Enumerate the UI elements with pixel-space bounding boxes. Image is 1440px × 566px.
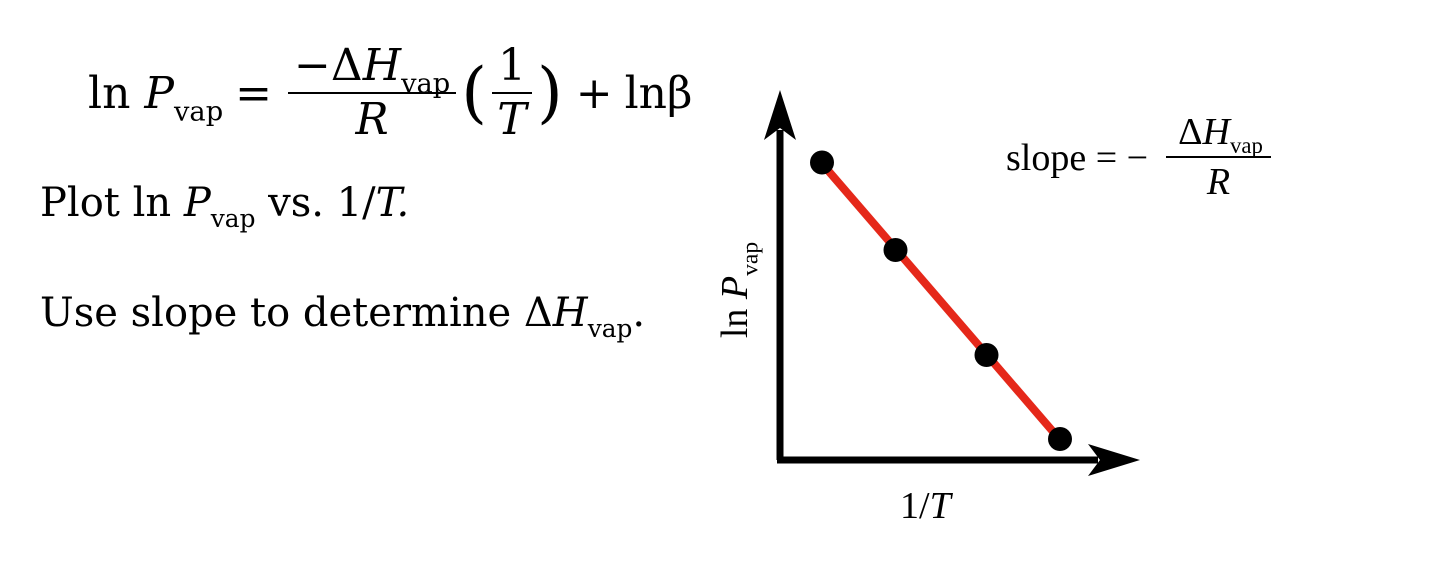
equation-enthalpy-var: H (362, 39, 402, 91)
clausius-clapeyron-equation: ln Pvap = −ΔHvap R ( 1 T ) + lnβ (88, 38, 692, 148)
x-axis-label: 1/T (900, 484, 951, 528)
slope-numerator: ΔHvap (1166, 111, 1271, 159)
equation-inverse-temperature: 1 T (491, 41, 532, 145)
y-axis-label-sub: vap (737, 241, 764, 276)
equation-pressure-var: P (144, 67, 175, 119)
plot-instruction-sub: vap (210, 204, 256, 234)
equation-paren-open: ( (461, 54, 487, 131)
slope-formula: slope = − ΔHvap R (1006, 111, 1271, 204)
slope-instruction-prefix: Use slope to determine Δ (40, 290, 553, 336)
equation-gas-constant: R (355, 94, 389, 145)
x-axis-label-prefix: 1/ (900, 485, 930, 527)
y-axis-label: ln Pvap (713, 242, 764, 339)
data-point-4 (1048, 427, 1072, 451)
slope-instruction-end: . (632, 290, 646, 336)
plot-instruction-prefix: Plot ln (40, 180, 184, 226)
equation-fraction-denominator: R (356, 94, 389, 144)
y-axis-label-var: P (714, 275, 756, 300)
equation-inverse-denominator: T (497, 94, 526, 144)
data-point-3 (974, 343, 999, 367)
data-point-1 (810, 150, 834, 175)
slope-enthalpy-sub: vap (1229, 133, 1263, 159)
equation-fraction-numerator: −ΔHvap (288, 39, 457, 97)
equation-ln: ln (88, 67, 131, 119)
equation-temperature-var: T (497, 94, 527, 145)
fit-line (818, 160, 1064, 443)
equation-pressure-sub: vap (174, 95, 224, 127)
slope-enthalpy-var: H (1202, 111, 1230, 153)
equation-enthalpy-fraction: −ΔHvap R (288, 39, 457, 145)
equation-constant: lnβ (624, 67, 693, 119)
equation-paren-close: ) (536, 54, 563, 131)
slope-delta: Δ (1178, 111, 1203, 153)
plot-instruction-mid: vs. 1/ (255, 180, 376, 226)
x-axis-label-var: T (929, 485, 951, 527)
y-axis-label-prefix: ln (714, 299, 756, 339)
slope-denominator: R (1207, 158, 1230, 204)
equation-enthalpy-sub: vap (401, 67, 451, 99)
slope-instruction: Use slope to determine ΔHvap. (40, 290, 646, 341)
data-point-2 (883, 238, 908, 262)
equation-lhs: ln Pvap (88, 67, 223, 125)
equation-inverse-numerator: 1 (491, 41, 532, 94)
x-axis-arrowhead (1088, 444, 1140, 476)
plot-instruction-var: P (183, 180, 211, 226)
slope-fraction: ΔHvap R (1166, 111, 1271, 204)
y-axis-arrowhead (764, 90, 796, 140)
slope-gas-constant: R (1206, 160, 1231, 203)
equation-equals: = (235, 67, 273, 119)
plot-instruction-end: T. (375, 180, 410, 226)
slope-instruction-var: H (552, 290, 588, 336)
plot-marks (810, 150, 1072, 451)
equation-plus: + (575, 67, 613, 119)
equation-minus-delta: −Δ (294, 39, 363, 91)
plot-instruction: Plot ln Pvap vs. 1/T. (40, 180, 410, 231)
slope-instruction-sub: vap (587, 314, 633, 344)
slope-text: slope = − (1006, 136, 1149, 179)
